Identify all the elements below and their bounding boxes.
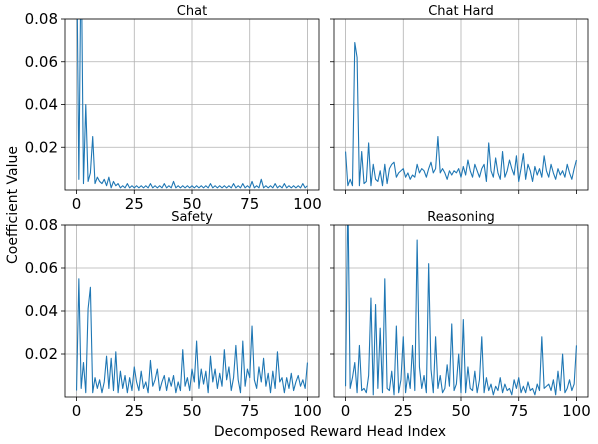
chat-xtick-label-3: 75 bbox=[240, 195, 259, 213]
chat-xtick-label-4: 100 bbox=[293, 195, 322, 213]
chat-ytick-label-2: 0.06 bbox=[25, 53, 58, 71]
reasoning-xtick-label-1: 25 bbox=[394, 402, 413, 420]
chat-ytick-label-1: 0.04 bbox=[25, 96, 58, 114]
safety-xtick-label-4: 100 bbox=[293, 402, 322, 420]
safety-ytick-label-3: 0.08 bbox=[25, 216, 58, 234]
safety-series-line bbox=[76, 278, 308, 394]
safety-ytick-label-2: 0.06 bbox=[25, 259, 58, 277]
y-axis-label: Coefficient Value bbox=[5, 146, 21, 264]
x-axis-label: Decomposed Reward Head Index bbox=[214, 424, 446, 440]
chat-ytick-label-0: 0.02 bbox=[25, 138, 58, 156]
panels: 0 25 50 75 100 0.02 0.04 0.06 0.08 Chat Chat Hard 0… bbox=[25, 4, 591, 420]
chat-hard-series-line bbox=[345, 41, 577, 187]
reasoning-xtick-label-3: 75 bbox=[509, 402, 528, 420]
reasoning-xtick-label-4: 100 bbox=[562, 402, 591, 420]
panel-chat: 0 25 50 75 100 0.02 0.04 0.06 0.08 Chat bbox=[25, 4, 322, 213]
panel-reasoning: 0 25 50 75 100 Reasoning bbox=[330, 210, 591, 420]
reasoning-xtick-label-0: 0 bbox=[341, 402, 351, 420]
safety-xtick-label-0: 0 bbox=[72, 402, 82, 420]
reasoning-series-line bbox=[345, 225, 577, 396]
safety-xtick-label-2: 50 bbox=[182, 402, 201, 420]
safety-ytick-label-1: 0.04 bbox=[25, 302, 58, 320]
safety-ytick-label-0: 0.02 bbox=[25, 345, 58, 363]
panel-chat-hard: Chat Hard bbox=[330, 4, 589, 194]
safety-xtick-label-1: 25 bbox=[125, 402, 144, 420]
chat-series-line bbox=[76, 19, 308, 189]
chat-xtick-label-2: 50 bbox=[182, 195, 201, 213]
panel-safety: 0 25 50 75 100 0.02 0.04 0.06 0.08 Safety bbox=[25, 210, 322, 420]
chat-panel-title: Chat bbox=[177, 4, 207, 19]
chat-hard-panel-title: Chat Hard bbox=[428, 4, 494, 19]
chat-ytick-label-3: 0.08 bbox=[25, 10, 58, 28]
reasoning-xtick-label-2: 50 bbox=[451, 402, 470, 420]
chat-xtick-label-1: 25 bbox=[125, 195, 144, 213]
safety-xtick-label-3: 75 bbox=[240, 402, 259, 420]
chat-xtick-label-0: 0 bbox=[72, 195, 82, 213]
safety-panel-title: Safety bbox=[171, 210, 213, 225]
reasoning-panel-title: Reasoning bbox=[427, 210, 494, 225]
